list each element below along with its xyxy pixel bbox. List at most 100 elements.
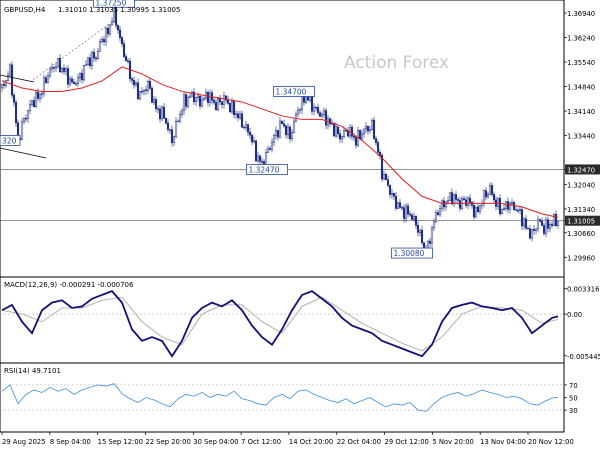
candle-body — [86, 57, 90, 65]
candle-body — [344, 130, 348, 132]
x-tick-label: 29 Oct 12:00 — [385, 438, 429, 446]
candle-body — [136, 82, 140, 100]
candle-body — [48, 68, 52, 77]
candle-body — [22, 118, 26, 123]
candle-body — [146, 80, 150, 91]
candle-body — [240, 113, 244, 128]
candle-body — [332, 122, 336, 137]
candle-body — [456, 199, 460, 201]
candle-body — [434, 212, 438, 223]
symbol-label: GBPUSD,H4 — [4, 6, 46, 14]
candle-body — [372, 119, 376, 139]
candle-body — [414, 216, 418, 226]
candle-body — [380, 154, 384, 180]
candle-body — [536, 219, 540, 230]
candle-body — [82, 65, 86, 81]
candle-body — [224, 95, 228, 101]
candle-body — [234, 113, 238, 115]
candle-body — [38, 94, 42, 99]
candle-body — [144, 89, 148, 91]
candle-body — [314, 106, 318, 109]
candle-body — [490, 185, 494, 195]
candle-body — [468, 197, 472, 203]
candle-body — [74, 83, 78, 85]
candle-body — [70, 78, 74, 83]
candle-body — [62, 67, 66, 72]
candle-body — [300, 94, 304, 110]
candle-body — [408, 213, 412, 216]
candle-body — [514, 209, 518, 211]
candle-body — [32, 100, 36, 107]
candle-body — [110, 21, 114, 26]
candle-body — [508, 202, 512, 210]
candle-body — [404, 205, 408, 219]
candle-body — [366, 125, 370, 132]
candle-body — [458, 200, 462, 209]
candle-body — [72, 81, 76, 84]
candle-body — [350, 126, 354, 137]
candle-body — [432, 221, 436, 229]
candle-body — [504, 201, 508, 209]
candle-body — [290, 132, 294, 140]
candle-body — [24, 118, 28, 120]
macd-title: MACD(12,26,9) -0.000291 -0.000706 — [4, 281, 134, 289]
candle-body — [138, 91, 142, 100]
candle-body — [398, 202, 402, 208]
y-tick-label: -0.005445 — [567, 353, 600, 361]
candle-body — [276, 130, 280, 138]
x-tick-label: 22 Oct 04:00 — [337, 438, 381, 446]
candle-body — [446, 200, 450, 203]
candle-body — [198, 95, 202, 107]
candle-body — [196, 95, 200, 98]
y-tick-label: 0.003316 — [567, 286, 599, 294]
candle-body — [216, 98, 220, 111]
candle-body — [214, 102, 218, 111]
candle-body — [180, 110, 184, 115]
annotation-box — [391, 247, 433, 259]
x-tick-label: 14 Oct 20:00 — [289, 438, 333, 446]
candle-body — [378, 152, 382, 156]
candle-body — [440, 200, 444, 209]
candle-body — [148, 80, 152, 89]
candle-body — [166, 122, 170, 130]
candle-body — [244, 124, 248, 129]
y-tick-label: 1.30660 — [567, 230, 595, 238]
rsi-line — [1, 383, 558, 412]
candle-body — [66, 68, 70, 85]
candle-body — [296, 109, 300, 115]
candle-body — [190, 91, 194, 97]
candle-body — [516, 210, 520, 212]
candle-body — [44, 77, 48, 83]
candle-body — [120, 37, 124, 45]
candle-body — [248, 131, 252, 136]
candle-body — [134, 82, 138, 86]
x-tick-label: 7 Oct 12:00 — [241, 438, 281, 446]
y-tick-label: 70 — [569, 382, 578, 390]
candle-body — [182, 94, 186, 111]
candle-body — [164, 117, 168, 124]
candle-body — [162, 106, 166, 119]
candle-body — [506, 201, 510, 210]
candle-body — [556, 221, 560, 226]
candle-body — [526, 227, 530, 230]
x-axis: 29 Aug 2025 8 Sep 04:00 15 Sep 12:00 22 Sep… — [1, 432, 574, 446]
x-tick-label: 22 Sep 20:00 — [145, 438, 190, 446]
candle-body — [54, 66, 58, 69]
candle-body — [142, 89, 146, 92]
candle-body — [176, 120, 180, 123]
candle-body — [220, 101, 224, 105]
candle-body — [250, 134, 254, 143]
candle-body — [100, 39, 104, 42]
candle-body — [260, 161, 264, 163]
candle-body — [298, 109, 302, 111]
candle-body — [284, 125, 288, 136]
candle-body — [178, 113, 182, 122]
candle-body — [280, 120, 284, 125]
candle-body — [454, 194, 458, 200]
candle-body — [338, 133, 342, 140]
candle-body — [270, 141, 274, 150]
candle-body — [402, 207, 406, 219]
candle-body — [98, 41, 102, 52]
candle-body — [168, 129, 172, 131]
